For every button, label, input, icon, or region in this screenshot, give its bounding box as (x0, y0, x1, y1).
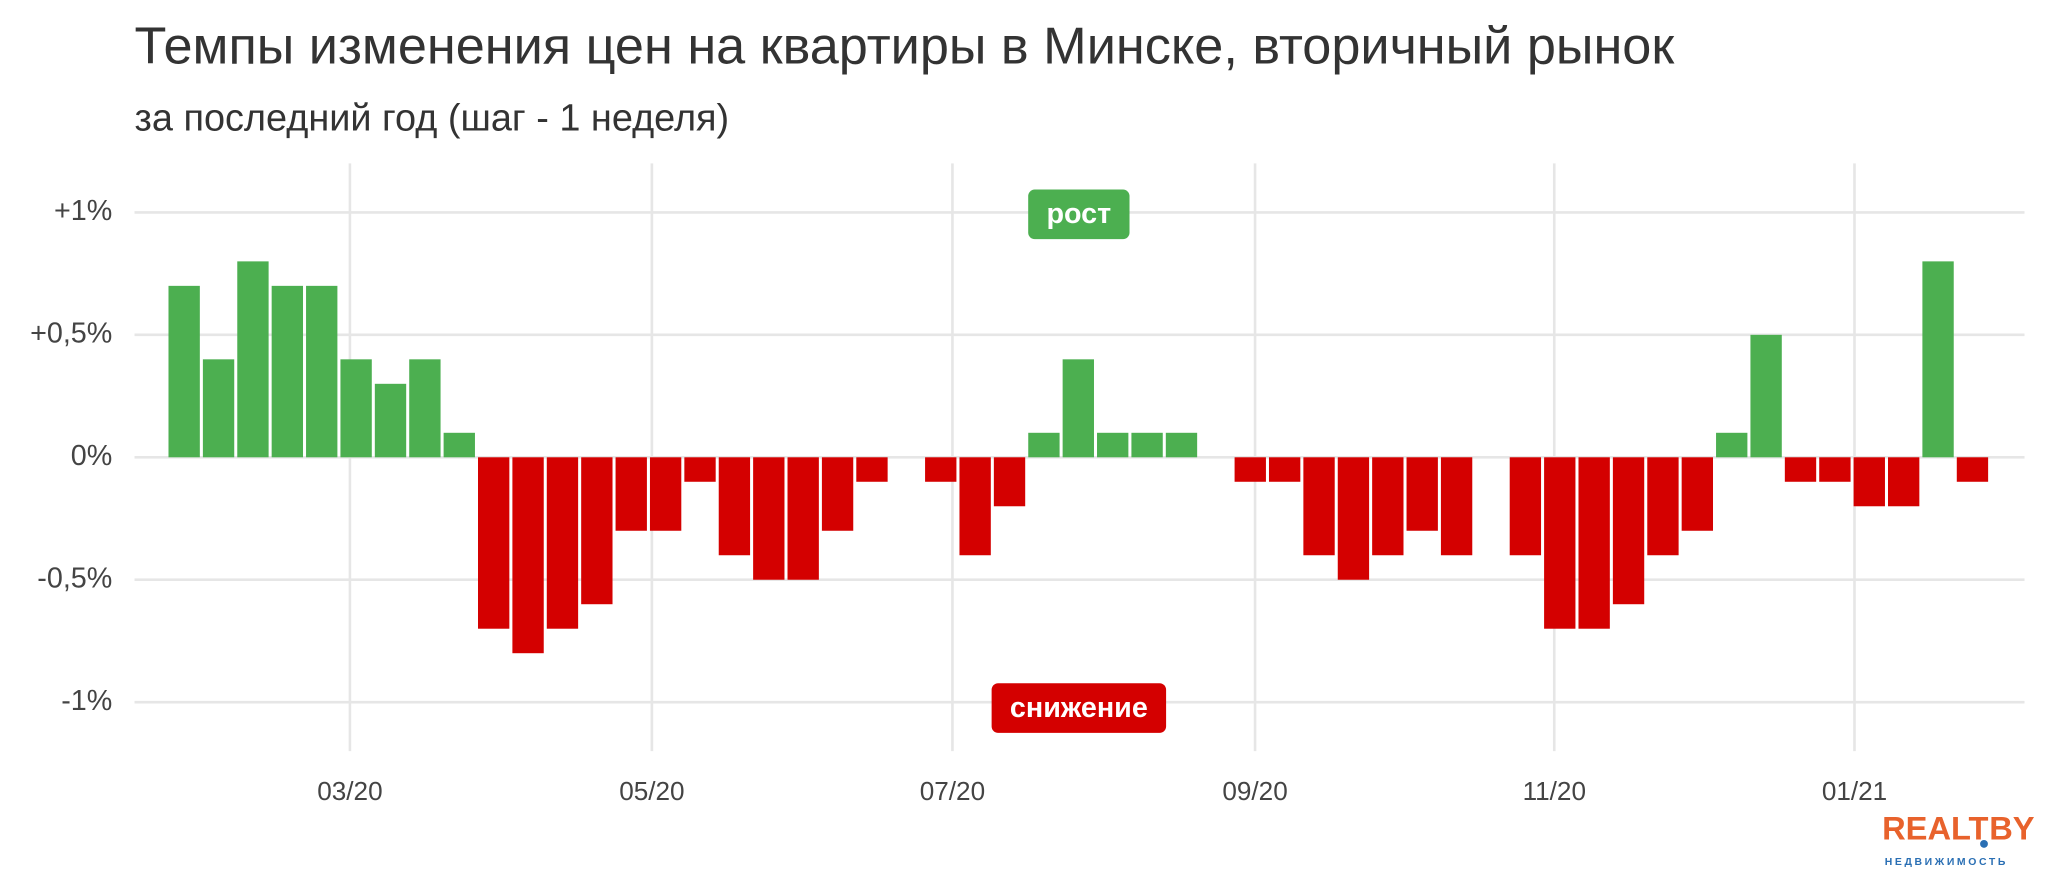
bar (1268, 457, 1301, 482)
bar (1784, 457, 1817, 482)
bar (1544, 457, 1576, 629)
bar (787, 457, 819, 580)
bar (546, 457, 579, 629)
bar (1853, 457, 1885, 507)
bar (306, 285, 338, 458)
bar (649, 457, 682, 531)
bar (1097, 432, 1129, 458)
annotation-box (1028, 189, 1130, 240)
bar (1888, 457, 1920, 507)
bar (1716, 432, 1748, 458)
bar (1509, 457, 1542, 556)
bar (753, 457, 785, 580)
bar (271, 285, 304, 458)
bar (959, 457, 991, 556)
bar (1234, 457, 1266, 482)
bar (1647, 457, 1679, 556)
bar (1303, 457, 1335, 556)
bar (237, 261, 269, 458)
bar (856, 457, 888, 482)
bar (1681, 457, 1714, 531)
bar (581, 457, 613, 605)
bar (1956, 457, 1989, 482)
bar (1750, 334, 1782, 458)
logo-tagline: НЕДВИЖИМОСТЬ (1885, 857, 2008, 868)
bar (1612, 457, 1645, 605)
y-tick-label: +1% (54, 195, 112, 227)
bar (168, 285, 200, 458)
x-tick-label: 11/20 (1523, 776, 1586, 806)
annotation-label: рост (1046, 198, 1111, 230)
annotation-box (991, 683, 1167, 733)
x-tick-label: 09/20 (1222, 776, 1287, 806)
logo-dot (1980, 839, 1988, 848)
x-tick-label: 03/20 (317, 776, 382, 806)
bar (374, 383, 407, 458)
bar (1922, 261, 1954, 458)
annotation-label: снижение (1010, 692, 1148, 724)
chart-subtitle: за последний год (шаг - 1 неделя) (135, 97, 730, 139)
bar (443, 432, 475, 458)
bar (512, 457, 544, 654)
bar (202, 359, 235, 458)
bar (1372, 457, 1404, 556)
bar (340, 359, 372, 458)
chart-title: Темпы изменения цен на квартиры в Минске… (135, 18, 1676, 76)
x-tick-label: 01/21 (1822, 776, 1887, 806)
bar (1062, 359, 1094, 458)
bar (993, 457, 1026, 507)
y-tick-label: -0,5% (37, 562, 112, 594)
bar (1131, 432, 1163, 458)
bar (1578, 457, 1610, 629)
bar (409, 359, 441, 458)
bar (1337, 457, 1370, 580)
logo-name: REALT (1882, 809, 1988, 846)
logo-suffix: BY (1989, 809, 2035, 846)
bar (821, 457, 854, 531)
bar (1819, 457, 1851, 482)
y-tick-label: -1% (61, 685, 112, 717)
bar (615, 457, 647, 531)
bar (1165, 432, 1198, 458)
x-tick-label: 07/20 (920, 776, 985, 806)
y-tick-label: 0% (71, 440, 113, 472)
bar (478, 457, 510, 629)
bar (925, 457, 957, 482)
y-tick-label: +0,5% (30, 317, 112, 349)
bar (1028, 432, 1060, 458)
bar (1406, 457, 1438, 531)
bar (1440, 457, 1473, 556)
bar (684, 457, 716, 482)
x-tick-label: 05/20 (619, 776, 684, 806)
bar (718, 457, 751, 556)
